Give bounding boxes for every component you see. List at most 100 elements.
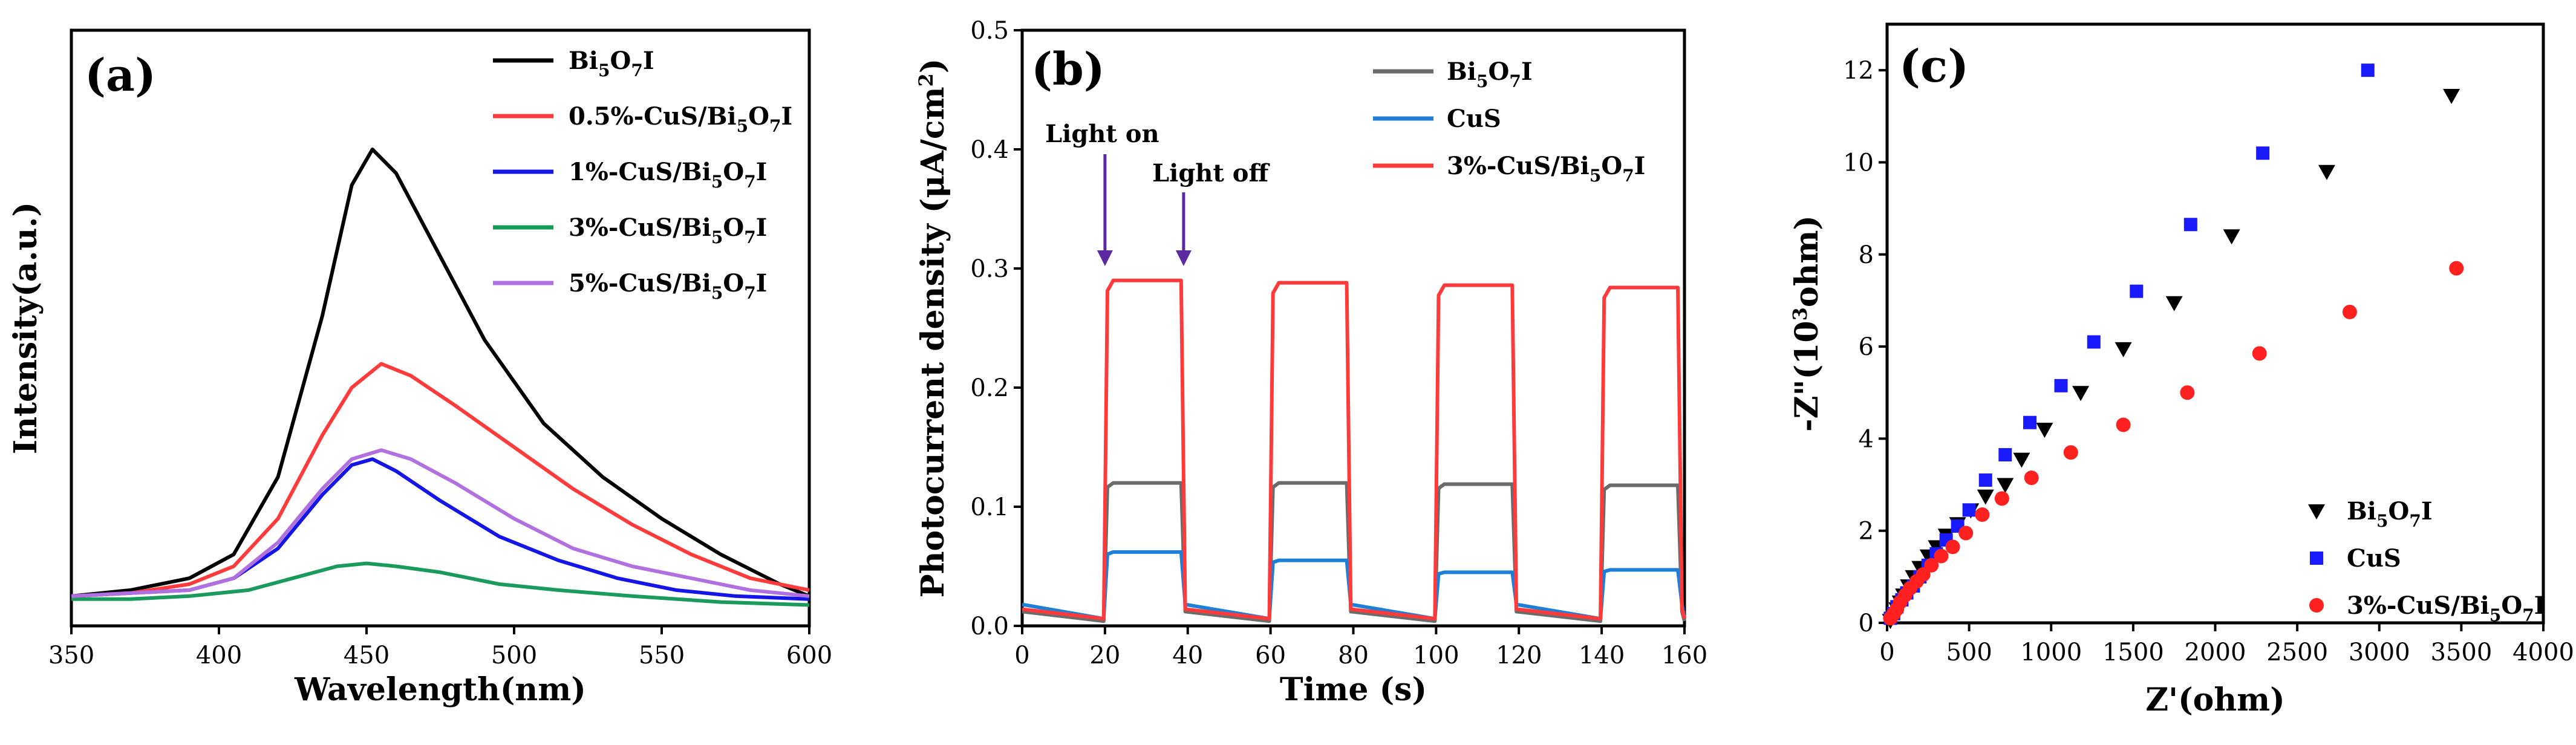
x-tick-label: 120 [1496,642,1542,669]
y-tick-label: 0 [1859,610,1874,637]
data-point [2036,423,2053,438]
x-axis-label: Wavelength(nm) [294,671,586,708]
x-tick-label: 550 [639,642,685,669]
plot-frame [70,28,811,628]
panel-0: 350 400 450 500 550 600 (a) Wavelength(nm) Inten… [7,28,832,708]
x-tick-label: 1000 [2020,639,2082,666]
x-tick-label: 20 [1089,642,1120,669]
data-point [1978,473,1992,487]
data-point [2116,417,2131,432]
series-line [1022,481,1686,623]
data-point [2252,346,2267,361]
x-tick-label: 4000 [2512,639,2574,666]
data-point [2309,598,2324,613]
panel-label: (a) [85,50,156,102]
y-tick-label: 0.0 [970,613,1009,640]
data-point [1958,525,1974,541]
y-tick-label: 8 [1859,241,1874,269]
arrow-light-off-head [1175,250,1192,266]
data-point [1998,448,2012,462]
arrow-light-on-head [1097,250,1113,266]
series-line [71,561,810,607]
x-axis-label: Z'(ohm) [2145,682,2285,718]
data-point [1977,489,1994,505]
data-point [2308,504,2325,519]
data-point [1934,548,1949,564]
data-point [2223,229,2240,245]
legend-label: Bi5O7I [1447,57,1533,91]
x-axis-label: Time (s) [1280,671,1427,708]
data-point [1997,478,2014,493]
data-point [1994,491,2009,506]
annotation-light-on: Light on [1045,120,1159,148]
series-line [71,362,810,598]
panel-label: (c) [1899,41,1969,93]
y-tick-label: 0.3 [970,255,1009,283]
x-tick-label: 100 [1413,642,1459,669]
data-point [2165,296,2183,311]
data-point [2256,146,2270,160]
x-tick-label: 0 [1879,639,1894,666]
panel-1: 0 20 40 60 80 100 120 140 160 0.0 0.1 0.2 0.3 0.4 0.5 L… [915,17,1707,708]
data-point [1962,503,1976,517]
y-tick-label: 0.1 [970,493,1009,521]
x-tick-label: 2000 [2185,639,2246,666]
data-point [2318,164,2335,180]
x-tick-label: 160 [1661,642,1707,669]
x-tick-label: 0 [1014,642,1029,669]
legend-label: 5%-CuS/Bi5O7I [569,269,767,303]
annotation-light-off: Light off [1152,159,1270,187]
y-tick-label: 0.5 [970,17,1009,45]
x-tick-label: 450 [344,642,390,669]
x-tick-label: 3000 [2349,639,2410,666]
data-point [2024,470,2039,486]
x-tick-label: 350 [48,642,94,669]
series-line [71,148,810,598]
data-point [1945,539,1960,555]
panel-label: (b) [1031,44,1105,96]
data-point [2087,335,2101,349]
data-point [2443,89,2460,105]
data-point [2115,342,2132,357]
y-tick-label: 12 [1843,57,1874,85]
panel-2: 0 500 1000 1500 2000 2500 3000 3500 4000 0 2 4 6 8 10 1… [1789,22,2574,718]
x-tick-label: 80 [1338,642,1369,669]
data-point [2342,304,2357,319]
series-line [1022,550,1686,621]
data-point [2013,452,2030,468]
data-point [2361,63,2375,77]
x-tick-label: 60 [1255,642,1286,669]
x-tick-label: 1500 [2102,639,2164,666]
x-tick-label: 500 [491,642,537,669]
data-point [2054,379,2068,392]
data-point [2449,261,2464,276]
y-axis-label: -Z"(103ohm) [1789,215,1825,432]
y-tick-label: 6 [1859,333,1874,361]
legend-label: CuS [2347,544,2401,573]
legend-label: 3%-CuS/Bi5O7I [2347,591,2545,625]
data-point [2063,445,2078,460]
x-tick-label: 2500 [2266,639,2328,666]
x-tick-label: 3500 [2430,639,2492,666]
x-tick-label: 40 [1172,642,1203,669]
y-tick-label: 10 [1843,149,1874,177]
legend-label: 0.5%-CuS/Bi5O7I [569,102,792,136]
series-line [1022,278,1686,621]
legend-label: 1%-CuS/Bi5O7I [569,158,767,192]
legend-label: CuS [1447,105,1501,133]
plot-frame [1885,22,2545,625]
data-point [1924,558,1939,573]
x-tick-label: 140 [1579,642,1625,669]
data-point [2023,415,2036,429]
y-tick-label: 0.2 [970,374,1009,402]
data-point [2072,386,2090,402]
data-point [2130,284,2144,298]
y-axis-label: Photocurrent density (μA/cm2) [915,59,951,598]
x-tick-label: 500 [1946,639,1992,666]
data-point [2310,551,2323,565]
series-line [71,448,810,598]
y-tick-label: 4 [1859,425,1874,453]
legend-label: Bi5O7I [569,47,654,80]
y-tick-label: 2 [1859,518,1874,545]
